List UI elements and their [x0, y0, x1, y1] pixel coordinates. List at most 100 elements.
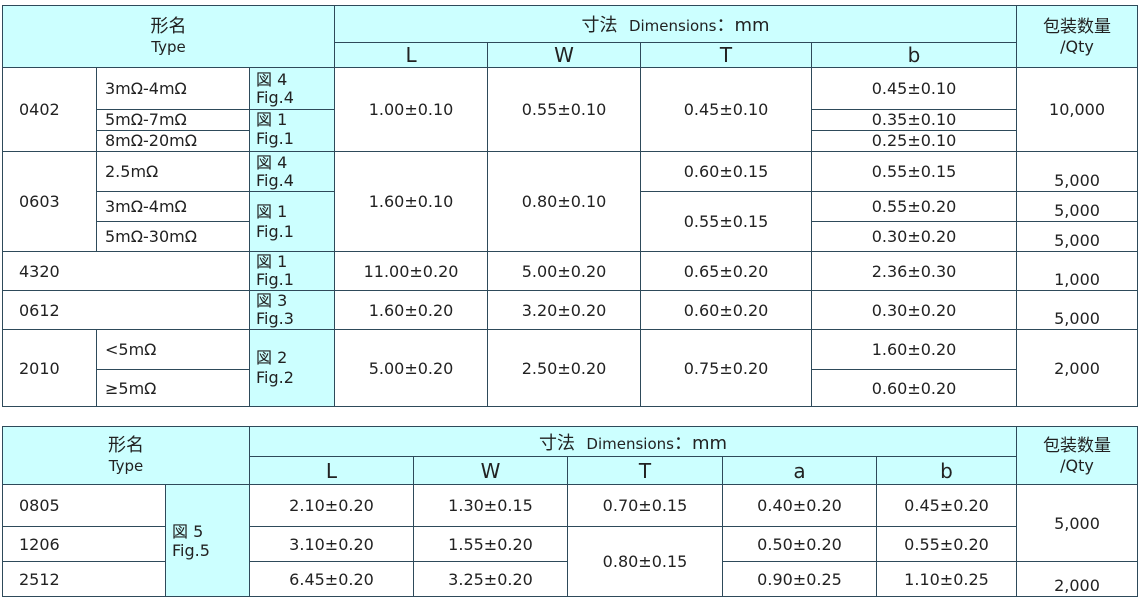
dimensions-unit-2: ：mm [673, 432, 728, 454]
value-0805-b: 0.45±0.20 [875, 484, 1018, 527]
value-0402-b3: 0.25±0.10 [811, 130, 1018, 152]
dimensions-header: 寸法 Dimensions：mm [334, 5, 1018, 43]
type-header-en: Type [151, 37, 186, 56]
qty-0603-1: 5,000 [1016, 151, 1139, 192]
resistance-0603-2: 3mΩ-4mΩ [96, 191, 250, 222]
type-0402: 0402 [2, 67, 97, 152]
type-4320: 4320 [2, 251, 250, 291]
value-0612-b: 0.30±0.20 [811, 290, 1018, 330]
value-0805-T: 0.70±0.15 [567, 484, 723, 527]
value-1206-2512-T: 0.80±0.15 [567, 526, 723, 597]
value-0603-T2: 0.55±0.15 [640, 191, 813, 252]
value-0612-L: 1.60±0.20 [334, 290, 489, 330]
qty-header-2-en: /Qty [1060, 455, 1094, 475]
value-2512-L: 6.45±0.20 [249, 561, 414, 597]
qty-header-2-jp: 包装数量 [1043, 435, 1112, 456]
type-2512: 2512 [2, 561, 166, 597]
qty-2512: 2,000 [1016, 561, 1139, 597]
qty-header-en: /Qty [1060, 36, 1094, 56]
value-0612-T: 0.60±0.20 [640, 290, 813, 330]
dimensions-header-jp: 寸法 [581, 15, 618, 36]
resistance-0603-3: 5mΩ-30mΩ [96, 221, 250, 252]
type-2010: 2010 [2, 329, 97, 407]
figure-ref-0612: 図 3 Fig.3 [248, 290, 336, 330]
value-4320-W: 5.00±0.20 [487, 251, 642, 291]
qty-0402: 10,000 [1016, 67, 1139, 152]
value-4320-L: 11.00±0.20 [334, 251, 489, 291]
type-header-2-jp: 形名 [108, 434, 144, 456]
resistance-2010-2: ≥5mΩ [96, 369, 250, 407]
type-header-2: 形名 Type [2, 426, 250, 485]
value-1206-L: 3.10±0.20 [249, 526, 414, 562]
qty-0603-2: 5,000 [1016, 191, 1139, 222]
value-0805-L: 2.10±0.20 [249, 484, 414, 527]
value-0402-L: 1.00±0.10 [334, 67, 489, 152]
col-header-b: b [811, 42, 1018, 68]
value-0805-W: 1.30±0.15 [413, 484, 568, 527]
value-0612-W: 3.20±0.20 [487, 290, 642, 330]
value-0603-W: 0.80±0.10 [487, 151, 642, 252]
value-2010-T: 0.75±0.20 [640, 329, 813, 407]
value-0402-b2: 0.35±0.10 [811, 109, 1018, 131]
value-2010-W: 2.50±0.20 [487, 329, 642, 407]
dimensions-header-2-jp: 寸法 [538, 432, 575, 454]
col-header-L: L [334, 42, 489, 68]
col2-header-W: W [413, 456, 568, 485]
value-1206-b: 0.55±0.20 [875, 526, 1018, 562]
qty-header-2: 包装数量 /Qty [1016, 426, 1139, 485]
value-2512-b: 1.10±0.25 [875, 561, 1018, 597]
col2-header-L: L [249, 456, 414, 485]
value-4320-b: 2.36±0.30 [811, 251, 1018, 291]
figure-ref-0402-fig4: 図 4 Fig.4 [248, 67, 336, 110]
type-1206: 1206 [2, 526, 166, 562]
value-0402-W: 0.55±0.10 [487, 67, 642, 152]
figure-ref-2010: 図 2 Fig.2 [248, 329, 336, 407]
dimensions-unit: ：mm [716, 15, 770, 36]
col-header-T: T [640, 42, 813, 68]
value-0603-b1: 0.55±0.15 [811, 151, 1018, 192]
col2-header-a: a [722, 456, 877, 485]
dimensions-header-2-en: Dimensions [586, 434, 674, 453]
value-2512-W: 3.25±0.20 [413, 561, 568, 597]
figure-ref-0603-fig4: 図 4 Fig.4 [248, 151, 336, 192]
value-0603-b2: 0.55±0.20 [811, 191, 1018, 222]
value-1206-W: 1.55±0.20 [413, 526, 568, 562]
value-2010-L: 5.00±0.20 [334, 329, 489, 407]
figure-ref-0402-fig1: 図 1 Fig.1 [248, 109, 336, 152]
resistance-0402-3: 8mΩ-20mΩ [96, 130, 250, 152]
resistance-0402-1: 3mΩ-4mΩ [96, 67, 250, 110]
resistance-0402-2: 5mΩ-7mΩ [96, 109, 250, 131]
value-2010-b1: 1.60±0.20 [811, 329, 1018, 370]
col2-header-b: b [875, 456, 1018, 485]
value-0805-a: 0.40±0.20 [722, 484, 877, 527]
type-header-2-en: Type [108, 456, 144, 475]
qty-0612: 5,000 [1016, 290, 1139, 330]
value-0402-T: 0.45±0.10 [640, 67, 813, 152]
type-0805: 0805 [2, 484, 166, 527]
resistance-2010-1: <5mΩ [96, 329, 250, 370]
resistance-0603-1: 2.5mΩ [96, 151, 250, 192]
dimensions-header-2: 寸法 Dimensions：mm [248, 426, 1018, 457]
col-header-W: W [487, 42, 642, 68]
value-2512-a: 0.90±0.25 [722, 561, 877, 597]
value-0603-T1: 0.60±0.15 [640, 151, 813, 192]
qty-0805-1206: 5,000 [1016, 484, 1139, 562]
value-0603-b3: 0.30±0.20 [811, 221, 1018, 252]
value-4320-T: 0.65±0.20 [640, 251, 813, 291]
figure-ref-4320: 図 1 Fig.1 [248, 251, 336, 291]
dimensions-table-2: 形名 Type 寸法 Dimensions：mm 包装数量 /Qty L W T… [2, 426, 1139, 597]
value-0603-L: 1.60±0.10 [334, 151, 489, 252]
col2-header-T: T [567, 456, 723, 485]
qty-0603-3: 5,000 [1016, 221, 1139, 252]
figure-ref-0603-fig1: 図 1 Fig.1 [248, 191, 336, 252]
figure-ref-fig5: 図 5 Fig.5 [165, 484, 250, 597]
type-0612: 0612 [2, 290, 250, 330]
value-1206-a: 0.50±0.20 [722, 526, 877, 562]
value-0402-b1: 0.45±0.10 [811, 67, 1018, 110]
type-header-jp: 形名 [150, 15, 187, 37]
qty-header-jp: 包装数量 [1043, 16, 1112, 37]
qty-header: 包装数量 /Qty [1016, 5, 1139, 68]
qty-2010: 2,000 [1016, 329, 1139, 407]
value-2010-b2: 0.60±0.20 [811, 369, 1018, 407]
dimensions-header-en: Dimensions [628, 17, 717, 35]
